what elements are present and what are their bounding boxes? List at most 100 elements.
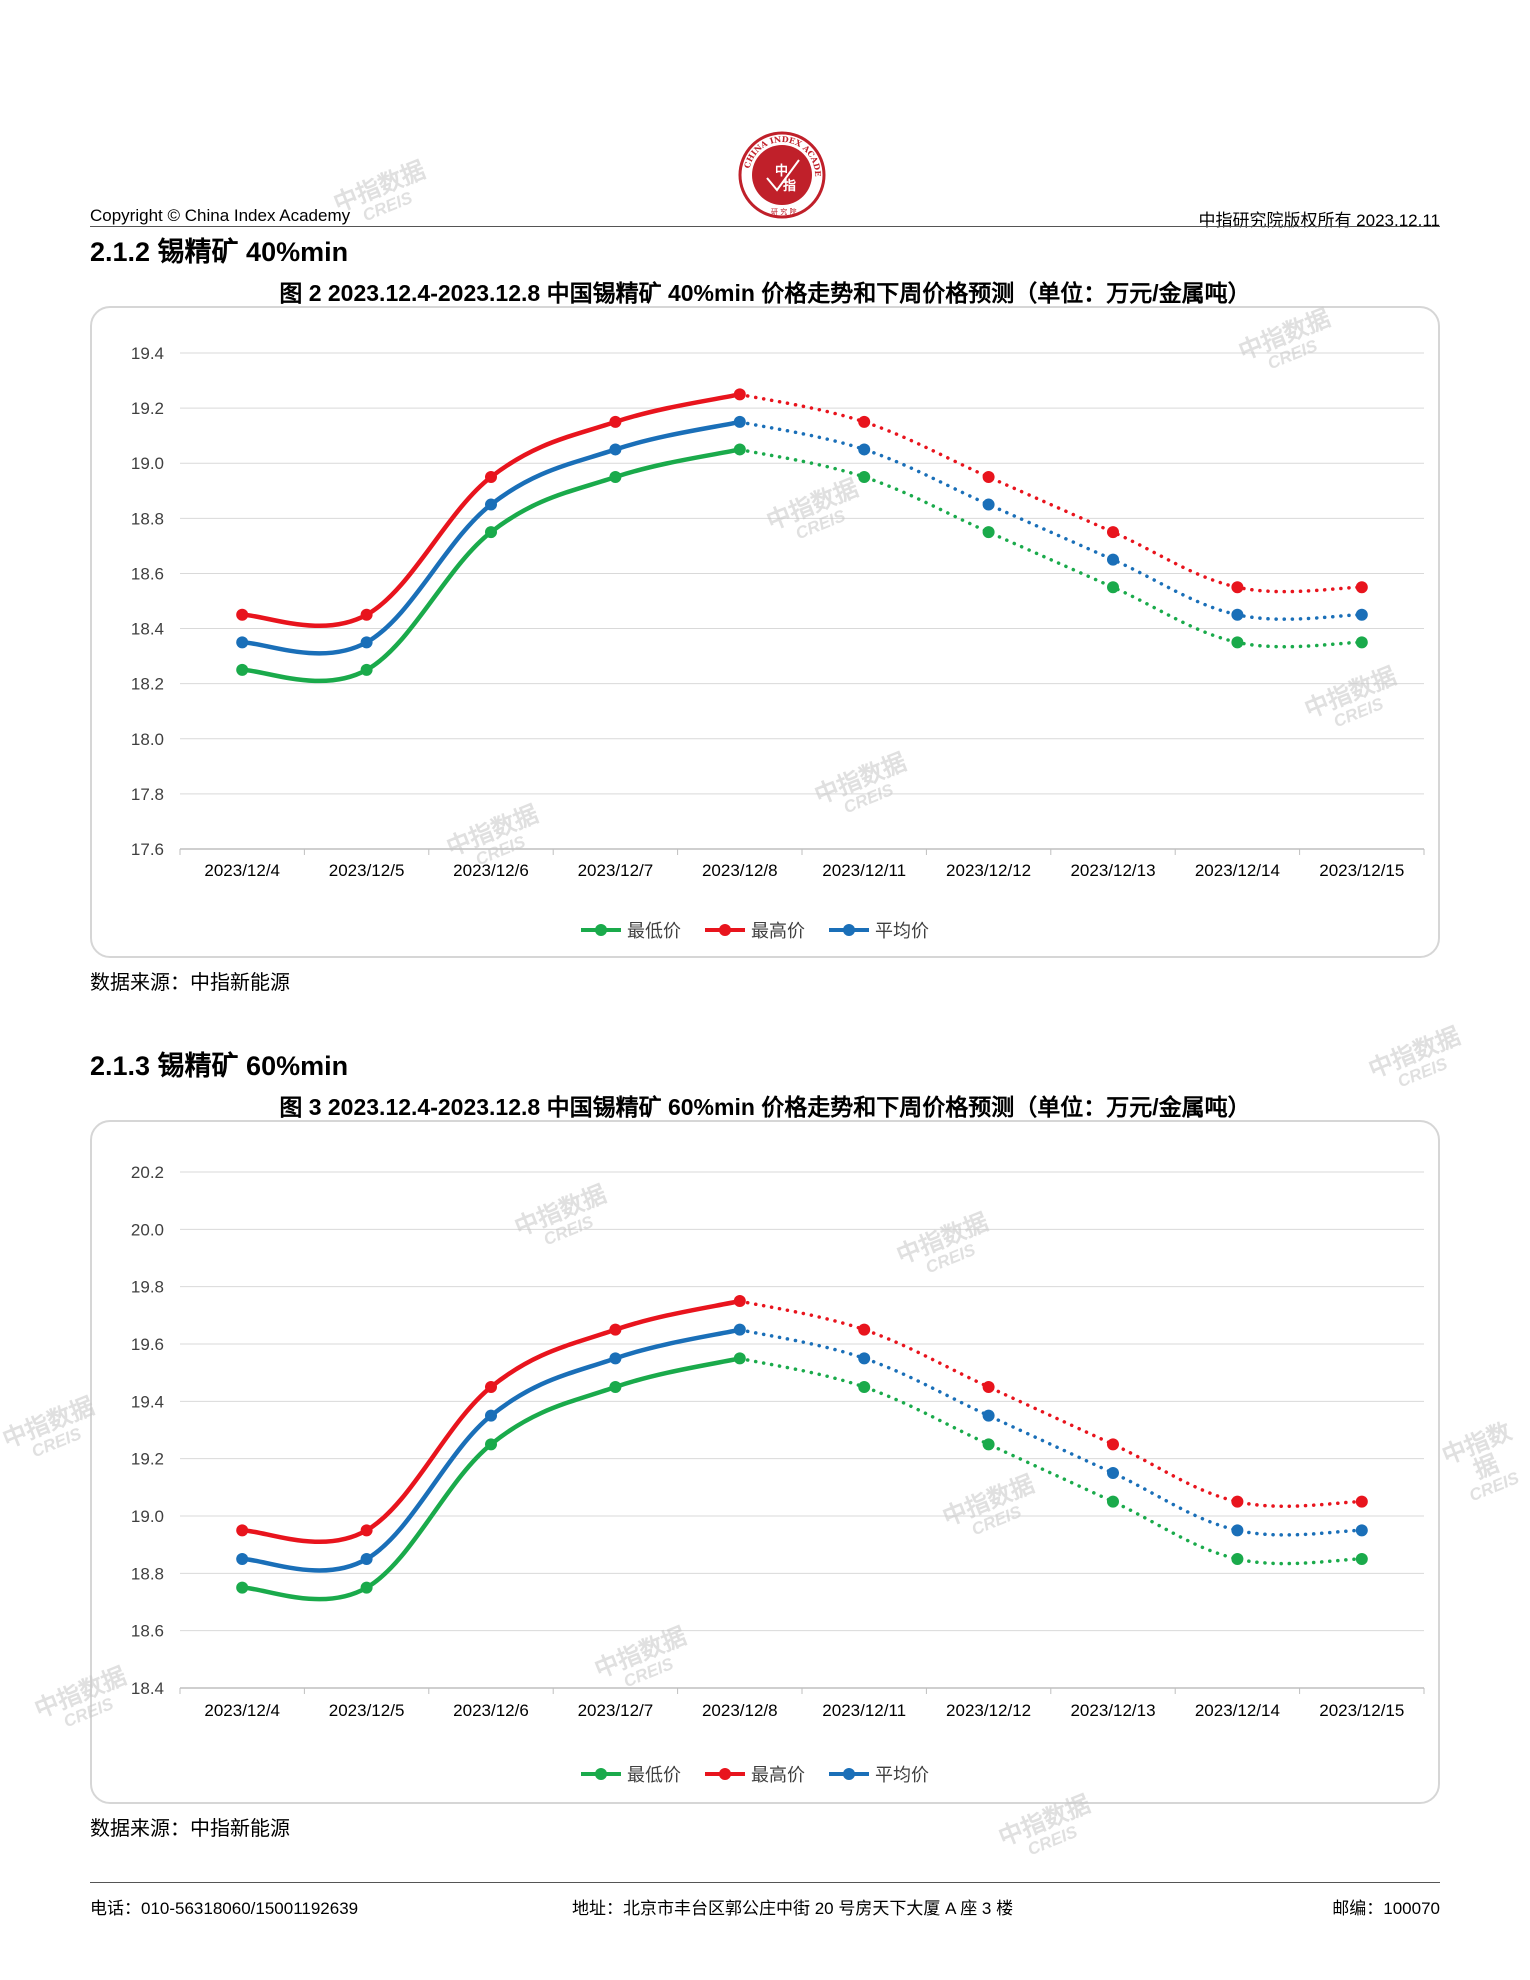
legend-label: 平均价 (875, 1765, 929, 1786)
x-tick-label: 2023/12/14 (1195, 861, 1280, 880)
copyright-text: Copyright © China Index Academy (90, 206, 351, 225)
y-tick-label: 18.8 (131, 509, 164, 528)
x-tick-label: 2023/12/4 (204, 1701, 280, 1720)
y-tick-label: 19.2 (131, 1450, 164, 1469)
chart-40-svg: 17.6 17.8 18.0 18.2 18.4 18.6 18.8 19.0 19.2 19.4… (131, 344, 1425, 942)
x-tick-label: 2023/12/5 (329, 861, 405, 880)
data-point (1107, 581, 1119, 594)
data-point (982, 1381, 995, 1393)
data-point (485, 498, 497, 511)
legend-label: 最低价 (627, 921, 681, 942)
data-point (236, 1581, 249, 1594)
data-point (1355, 581, 1368, 594)
y-tick-label: 19.0 (131, 454, 164, 473)
legend-swatch-marker (595, 924, 607, 936)
data-point (858, 1381, 871, 1393)
y-tick-label: 18.6 (131, 564, 164, 583)
x-tick-label: 2023/12/8 (702, 1701, 778, 1720)
figure-title-40: 图 2 2023.12.4-2023.12.8 中国锡精矿 40%min 价格走… (279, 280, 1251, 306)
chart-panel-60: 18.4 18.6 18.8 19.0 19.2 19.4 19.6 19.8 20.0 20.2… (90, 1120, 1440, 1804)
data-point (609, 471, 622, 483)
data-point (982, 1438, 995, 1451)
data-point (360, 1553, 373, 1565)
data-point (609, 443, 622, 456)
y-tick-label: 19.0 (131, 1507, 164, 1526)
svg-text:研 究 院: 研 究 院 (771, 207, 796, 216)
y-tick-label: 18.6 (131, 1622, 164, 1641)
x-tick-label: 2023/12/4 (204, 861, 280, 880)
x-tick-label: 2023/12/8 (702, 861, 778, 880)
data-point (236, 608, 249, 621)
data-point (1231, 581, 1244, 594)
watermark: 中指数据 CREIS (0, 1392, 99, 1462)
china-index-academy-logo: CHINA INDEX ACADEMY 中 指 研 究 院 (737, 130, 826, 219)
data-point (609, 1381, 622, 1393)
legend-swatch-marker (843, 924, 855, 936)
section-heading-40: 2.1.2 锡精矿 40%min (90, 237, 349, 267)
legend-label: 平均价 (875, 921, 929, 942)
data-point (733, 1323, 746, 1336)
y-tick-label: 18.4 (131, 620, 164, 639)
data-point (1107, 553, 1119, 566)
data-point (733, 415, 746, 428)
data-point (236, 636, 249, 649)
footer-phone: 电话：010-56318060/15001192639 (90, 1899, 359, 1918)
data-point (1355, 1524, 1368, 1537)
data-point (485, 1409, 497, 1422)
data-point (236, 1524, 249, 1537)
header-divider (90, 226, 1440, 227)
x-tick-label: 2023/12/11 (822, 861, 906, 880)
data-point (236, 663, 249, 676)
data-point (982, 498, 995, 511)
data-point (982, 471, 995, 483)
data-point (1231, 636, 1244, 649)
svg-text:中: 中 (775, 163, 788, 179)
data-point (733, 1295, 746, 1307)
series-line-actual (239, 447, 743, 684)
x-tick-label: 2023/12/6 (453, 861, 529, 880)
data-point (485, 471, 497, 483)
header-right-text: 中指研究院版权所有 2023.12.11 (1198, 211, 1440, 230)
legend-label: 最高价 (751, 921, 805, 942)
data-point (733, 1352, 746, 1365)
data-point (858, 443, 871, 456)
data-point (858, 471, 871, 483)
x-tick-label: 2023/12/5 (329, 1701, 405, 1720)
data-point (858, 415, 871, 428)
data-point (1231, 1495, 1244, 1508)
series-line-forecast (738, 447, 1364, 649)
legend-label: 最低价 (627, 1765, 681, 1786)
data-point (858, 1323, 871, 1336)
data-point (858, 1352, 871, 1365)
data-point (1107, 526, 1119, 539)
data-point (1355, 1495, 1368, 1508)
footer-postcode: 邮编：100070 (1332, 1899, 1440, 1918)
legend-swatch-marker (719, 1768, 731, 1780)
series-line-forecast (738, 1356, 1364, 1566)
data-point (609, 415, 622, 428)
watermark: 中指数据 CREIS (1438, 1418, 1522, 1506)
y-tick-label: 20.0 (131, 1220, 164, 1239)
y-tick-label: 19.4 (131, 1392, 164, 1411)
data-point (1107, 1495, 1119, 1508)
data-point (485, 1381, 497, 1393)
x-tick-label: 2023/12/13 (1070, 861, 1155, 880)
series-line-forecast (738, 420, 1364, 621)
footer-divider (90, 1882, 1440, 1883)
legend-label: 最高价 (751, 1765, 805, 1786)
legend-swatch-marker (843, 1768, 855, 1780)
y-tick-label: 19.2 (131, 399, 164, 418)
data-point (360, 1524, 373, 1537)
data-point (609, 1323, 622, 1336)
x-tick-label: 2023/12/7 (578, 861, 654, 880)
data-point (485, 1438, 497, 1451)
data-source-40: 数据来源：中指新能源 (90, 972, 290, 994)
data-point (360, 636, 373, 649)
data-point (733, 388, 746, 401)
y-tick-label: 18.0 (131, 730, 164, 749)
x-tick-label: 2023/12/7 (578, 1701, 654, 1720)
data-point (1231, 1553, 1244, 1565)
series-line-forecast (738, 392, 1364, 594)
y-tick-label: 19.6 (131, 1335, 164, 1354)
y-tick-label: 19.8 (131, 1278, 164, 1297)
